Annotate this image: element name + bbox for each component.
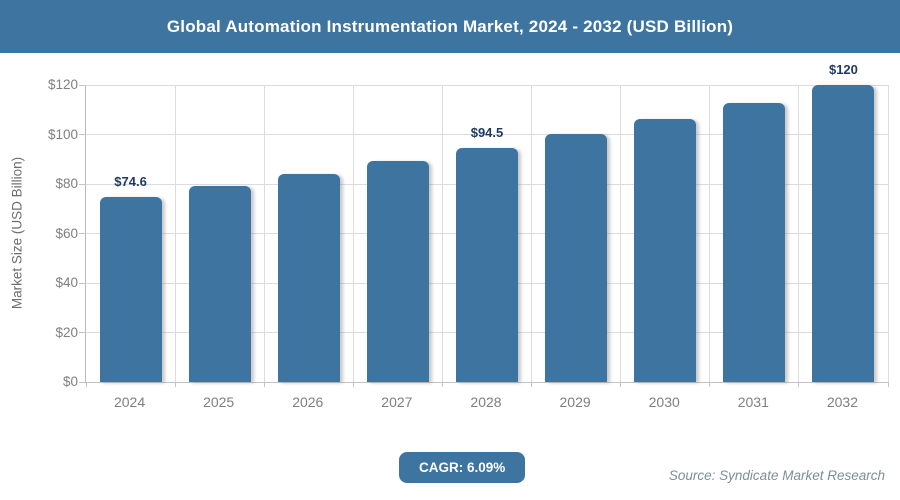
bar-2032 [812,85,875,382]
bar-2025 [188,186,251,382]
v-gridline [174,85,176,382]
x-tick-label: 2024 [113,394,146,410]
h-gridline [86,84,888,86]
y-tick-label: $120 [47,77,78,92]
x-tick-mark [887,382,889,387]
bar-value-label: $94.5 [470,125,504,141]
x-tick-mark [352,382,354,387]
x-axis-tick-labels: 2024 2025 2026 2027 2028 2029 2030 2031 2032 [85,394,887,414]
cagr-badge: CAGR: 6.09% [399,452,526,483]
chart-title-bar: Global Automation Instrumentation Market… [0,0,900,53]
y-tick-label: $20 [55,324,78,340]
x-tick-label: 2029 [559,394,591,410]
y-tick-label: $0 [62,374,78,389]
bar-2024 [99,197,162,382]
bar-2029 [545,133,608,382]
x-tick-label: 2026 [292,394,324,410]
bar-2028 [456,148,518,382]
y-tick-label: $40 [55,275,78,290]
y-tick-label: $100 [47,126,78,142]
y-axis-tick-labels: $0 $20 $40 $60 $80 $100 $120 [0,77,78,389]
x-tick-mark [441,382,443,387]
v-gridline [531,85,533,382]
h-gridline [86,134,888,135]
v-gridline [352,85,354,382]
y-tick-label: $80 [55,176,78,191]
y-tick-mark [79,282,86,284]
x-tick-mark [85,382,87,387]
v-gridline [263,85,265,382]
plot-area: $74.6 $94.5 $120 [79,62,889,387]
x-tick-mark [798,382,800,387]
v-gridline [709,85,711,382]
x-tick-label: 2025 [203,394,235,410]
y-tick-label: $60 [55,225,78,241]
bar-value-label: $74.6 [114,174,147,190]
x-tick-label: 2032 [826,394,858,410]
bar-value-label: $120 [828,62,858,77]
v-gridline [620,85,622,382]
y-tick-mark [79,233,86,234]
y-tick-mark [79,134,86,135]
bar-2027 [366,161,429,382]
bar-2026 [277,174,340,382]
bar-2031 [723,102,786,382]
v-gridline [798,85,800,382]
x-tick-mark [263,382,265,387]
y-tick-mark [79,332,86,333]
y-tick-mark [79,183,86,185]
v-gridline [441,85,443,382]
x-tick-label: 2031 [737,394,769,410]
x-tick-label: 2030 [648,394,680,410]
x-tick-mark [709,382,711,387]
x-tick-mark [531,382,533,387]
x-tick-label: 2028 [470,394,502,410]
x-tick-label: 2027 [381,394,413,410]
source-attribution: Source: Syndicate Market Research [668,468,885,483]
x-tick-mark [174,382,176,387]
chart-title: Global Automation Instrumentation Market… [166,16,734,36]
x-tick-mark [620,382,622,387]
y-tick-mark [79,381,86,383]
y-tick-mark [79,84,86,86]
bar-2030 [634,118,697,382]
